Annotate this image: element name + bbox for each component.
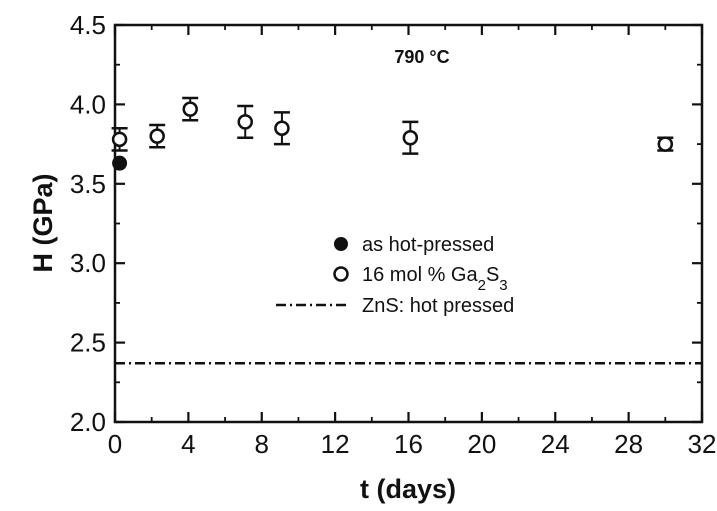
legend-marker-as-hot-pressed: [334, 237, 348, 251]
data-point-ga2s3: [237, 114, 253, 130]
x-tick-label: 0: [108, 429, 122, 459]
x-tick-label: 8: [255, 429, 269, 459]
y-tick-label: 4.0: [70, 89, 106, 119]
x-tick-label: 4: [181, 429, 195, 459]
legend: as hot-pressed 16 mol % Ga2S3 ZnS: hot p…: [276, 234, 514, 317]
x-tick-label: 28: [614, 429, 643, 459]
x-tick-label: 24: [541, 429, 570, 459]
data-point-ga2s3: [149, 128, 165, 144]
legend-marker-ga2s3: [333, 266, 349, 282]
data-point-ga2s3: [274, 120, 290, 136]
data-points: [111, 101, 674, 171]
data-point-as-hot-pressed: [112, 155, 128, 171]
y-tick-label: 3.5: [70, 169, 106, 199]
y-tick-label: 3.0: [70, 248, 106, 278]
y-tick-label: 2.5: [70, 328, 106, 358]
y-tick-label: 2.0: [70, 407, 106, 437]
temperature-annotation: 790 °C: [394, 47, 449, 67]
data-point-ga2s3: [182, 101, 198, 117]
x-tick-label: 20: [467, 429, 496, 459]
data-point-ga2s3: [657, 136, 674, 152]
x-tick-label: 32: [688, 429, 717, 459]
axis-ticks: 0 4 8 12 16 20 24 28 32 2.0 2.5 3.0 3.5 4.0 4.5: [70, 10, 717, 459]
legend-label-zns: ZnS: hot pressed: [362, 295, 514, 317]
y-tick-label: 4.5: [70, 10, 106, 40]
y-axis-title: H (GPa): [28, 173, 58, 272]
legend-label-ga2s3: 16 mol % Ga2S3: [362, 264, 508, 294]
x-tick-label: 12: [321, 429, 350, 459]
data-point-ga2s3: [111, 131, 128, 148]
x-axis-title: t (days): [360, 474, 456, 504]
data-point-ga2s3: [402, 129, 419, 146]
x-tick-label: 16: [394, 429, 423, 459]
legend-label-as-hot-pressed: as hot-pressed: [362, 234, 494, 256]
